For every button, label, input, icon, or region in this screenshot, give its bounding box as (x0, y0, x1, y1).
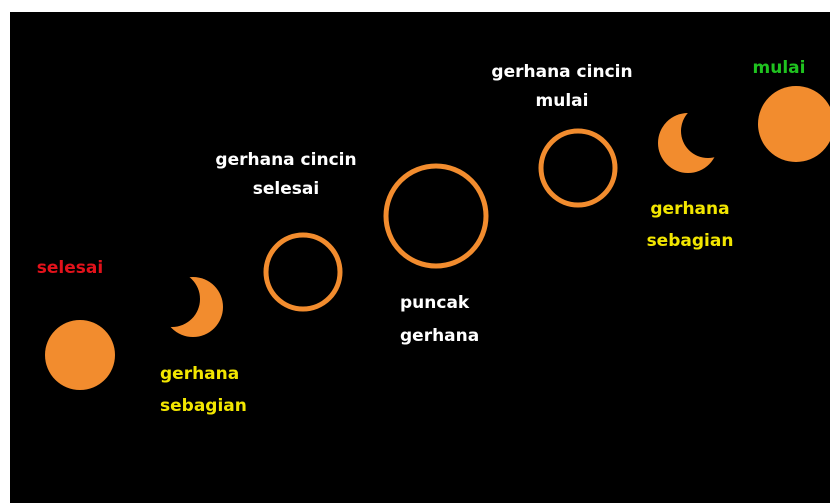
label: mulai (753, 58, 806, 78)
moon-shadow (681, 104, 735, 158)
label: gerhana (400, 326, 479, 346)
label: puncak (400, 293, 470, 313)
label: gerhana cincin (491, 62, 632, 82)
label: sebagian (647, 231, 734, 251)
label: selesai (37, 258, 103, 278)
label: sebagian (160, 396, 247, 416)
sun-full (45, 320, 115, 390)
eclipse-diagram: mulai gerhana cincin mulai gerhana sebag… (0, 0, 830, 503)
label: selesai (253, 179, 319, 199)
label: gerhana (160, 364, 239, 384)
page: {"nodes": [ {"lines": ["mulai"]}, {"line… (0, 0, 830, 503)
background (10, 12, 830, 503)
moon-shadow (144, 271, 200, 327)
label: gerhana cincin (215, 150, 356, 170)
label: gerhana (650, 199, 729, 219)
label: mulai (536, 91, 589, 111)
